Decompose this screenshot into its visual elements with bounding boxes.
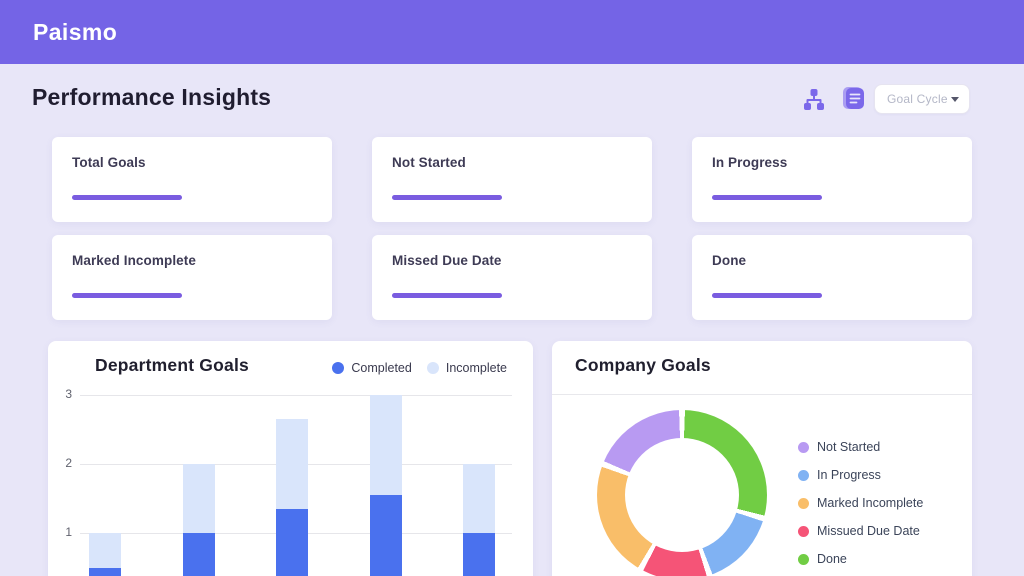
legend-label: Incomplete xyxy=(445,361,507,375)
stat-card-grid: Total Goals Not Started In Progress Marked … xyxy=(52,137,972,320)
stat-value-skeleton-bar xyxy=(712,195,822,200)
company-goals-card: Company Goals Not Started In Progress Mark… xyxy=(552,341,972,576)
department-goals-card: Department Goals Completed Incomplete 3 2 1 xyxy=(48,341,533,576)
stat-value-skeleton-bar xyxy=(72,293,182,298)
stat-card-title: Marked Incomplete xyxy=(72,253,196,268)
legend-dot-icon xyxy=(798,497,809,509)
legend-dot-icon xyxy=(798,525,809,537)
legend-label: Marked Incomplete xyxy=(817,496,924,510)
stat-card: Done xyxy=(692,235,972,320)
bar-legend-item[interactable]: Incomplete xyxy=(426,361,507,375)
y-axis-tick-label: 2 xyxy=(65,456,72,470)
gridline xyxy=(80,395,512,396)
legend-dot-icon xyxy=(798,469,809,481)
y-axis-tick-label: 3 xyxy=(65,387,72,401)
donut-legend-item[interactable]: In Progress xyxy=(798,467,923,483)
stat-value-skeleton-bar xyxy=(712,293,822,298)
bar-completed-segment xyxy=(89,567,121,576)
bar-completed-segment xyxy=(276,508,308,576)
stat-card: Marked Incomplete xyxy=(52,235,332,320)
hierarchy-view-icon[interactable] xyxy=(802,87,826,111)
stat-value-skeleton-bar xyxy=(392,293,502,298)
legend-dot-icon xyxy=(332,362,345,374)
bar-chart-legend: Completed Incomplete xyxy=(332,361,507,375)
donut-legend-item[interactable]: Not Started xyxy=(798,439,923,455)
bar-legend-item[interactable]: Completed xyxy=(332,361,412,375)
goal-cycle-dropdown[interactable]: Goal Cycle xyxy=(874,84,970,114)
stat-card-title: Done xyxy=(712,253,747,268)
stat-card-title: Not Started xyxy=(392,155,466,170)
list-view-icon[interactable] xyxy=(839,84,868,113)
legend-label: Missued Due Date xyxy=(817,524,920,538)
stat-card: Total Goals xyxy=(52,137,332,222)
legend-label: In Progress xyxy=(817,468,881,482)
legend-label: Not Started xyxy=(817,440,881,454)
stat-card: Missed Due Date xyxy=(372,235,652,320)
legend-dot-icon xyxy=(426,362,439,374)
legend-label: Completed xyxy=(351,361,412,375)
page-title: Performance Insights xyxy=(32,84,272,110)
goal-cycle-selected-value: Goal Cycle xyxy=(887,92,948,106)
top-navbar: Paismo xyxy=(0,0,1024,64)
legend-dot-icon xyxy=(798,441,809,453)
donut-legend-item[interactable]: Marked Incomplete xyxy=(798,495,923,511)
donut-chart-title: Company Goals xyxy=(575,355,711,375)
bar-completed-segment xyxy=(182,533,215,576)
bar-completed-segment xyxy=(463,533,495,576)
stat-card: In Progress xyxy=(692,137,972,222)
donut-hole xyxy=(625,438,739,552)
stat-card-title: Missed Due Date xyxy=(392,253,502,268)
legend-label: Done xyxy=(817,552,847,566)
app-logo: Paismo xyxy=(33,18,118,45)
y-axis-tick-label: 1 xyxy=(65,525,72,539)
card-divider xyxy=(552,394,972,395)
stat-value-skeleton-bar xyxy=(72,195,182,200)
donut-legend-item[interactable]: Missued Due Date xyxy=(798,523,923,539)
stat-card: Not Started xyxy=(372,137,652,222)
stat-card-title: Total Goals xyxy=(72,155,146,170)
legend-dot-icon xyxy=(798,553,809,565)
donut-legend-item[interactable]: Done xyxy=(798,551,923,567)
stat-card-title: In Progress xyxy=(712,155,788,170)
stat-value-skeleton-bar xyxy=(392,195,502,200)
chevron-down-icon xyxy=(951,96,959,102)
donut-legend: Not Started In Progress Marked Incomplete M… xyxy=(798,439,923,567)
bar-chart-title: Department Goals xyxy=(95,355,249,375)
bar-completed-segment xyxy=(369,495,402,576)
donut-chart xyxy=(597,410,767,576)
